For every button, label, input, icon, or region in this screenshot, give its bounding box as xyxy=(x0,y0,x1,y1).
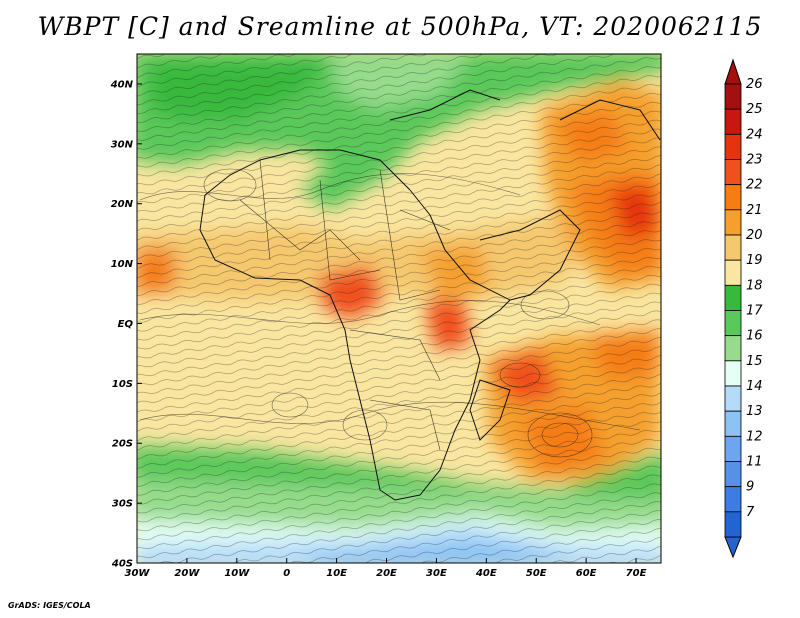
y-tick-label: 20N xyxy=(111,199,134,210)
x-tick-label: 30W xyxy=(125,568,151,579)
y-tick-label: 30S xyxy=(112,499,133,510)
colorbar-swatch xyxy=(724,335,742,362)
colorbar-max-arrow xyxy=(724,58,742,85)
y-tick-label: EQ xyxy=(118,319,134,330)
colorbar-label: 23 xyxy=(746,153,763,168)
colorbar-swatch xyxy=(724,310,742,337)
colorbar-label: 13 xyxy=(746,404,763,419)
grads-credit: GrADS: IGES/COLA xyxy=(8,601,91,610)
colorbar-swatch xyxy=(724,259,742,286)
colorbar-label: 26 xyxy=(746,77,763,92)
colorbar-swatch xyxy=(724,133,742,160)
colorbar-label: 16 xyxy=(746,329,763,344)
x-tick-label: 10W xyxy=(224,568,250,579)
colorbar-swatch xyxy=(724,83,742,110)
colorbar-swatch xyxy=(724,184,742,211)
y-tick-label: 40S xyxy=(111,559,133,570)
x-tick-label: 0 xyxy=(283,568,290,579)
colorbar-swatch xyxy=(724,209,742,236)
map-plot-area: 30W 20W 10W 0 10E 20E 30E 40E 50E 60E 70E 40N 30N 20N… xyxy=(110,53,662,579)
colorbar-swatch xyxy=(724,234,742,261)
colorbar-swatch xyxy=(724,511,742,538)
x-tick-label: 20E xyxy=(376,568,397,579)
colorbar-swatch xyxy=(724,461,742,488)
colorbar-label: 9 xyxy=(746,480,754,495)
x-tick-label: 40E xyxy=(475,568,497,579)
y-tick-label: 30N xyxy=(111,139,134,150)
colorbar-swatch xyxy=(724,385,742,412)
colorbar-label: 25 xyxy=(746,102,763,117)
colorbar-swatch xyxy=(724,108,742,135)
colorbar-label: 15 xyxy=(746,354,763,369)
plot-frame xyxy=(136,53,662,564)
colorbar-min-arrow xyxy=(724,536,742,559)
colorbar-swatch xyxy=(724,486,742,513)
colorbar-swatch xyxy=(724,435,742,462)
x-tick-label: 30E xyxy=(426,568,447,579)
x-tick-label: 70E xyxy=(626,568,647,579)
colorbar-label: 20 xyxy=(746,228,763,243)
y-tick-label: 40N xyxy=(110,79,134,90)
x-tick-label: 20W xyxy=(174,568,200,579)
colorbar-label: 18 xyxy=(746,278,763,293)
y-tick-label: 10S xyxy=(112,379,133,390)
colorbar-label: 17 xyxy=(746,304,763,319)
colorbar-label: 19 xyxy=(746,253,763,268)
colorbar-label: 22 xyxy=(746,178,763,193)
colorbar-label: 7 xyxy=(746,505,755,520)
colorbar-swatch xyxy=(724,410,742,437)
colorbar-label: 12 xyxy=(746,429,763,444)
colorbar-swatch xyxy=(724,159,742,186)
colorbar-label: 21 xyxy=(746,203,763,218)
map-axes: 30W 20W 10W 0 10E 20E 30E 40E 50E 60E 70E 40N 30N 20N… xyxy=(110,79,647,579)
colorbar-label: 11 xyxy=(746,455,763,470)
x-tick-label: 60E xyxy=(576,568,597,579)
x-tick-label: 50E xyxy=(526,568,547,579)
y-tick-label: 20S xyxy=(112,439,133,450)
colorbar-label: 24 xyxy=(746,127,763,142)
y-tick-label: 10N xyxy=(111,259,134,270)
map-title: WBPT [C] and Sreamline at 500hPa, VT: 20… xyxy=(37,12,763,41)
colorbar: 26 25 24 23 22 21 20 19 18 17 16 15 14 13 12 11 9 7 xyxy=(724,58,763,559)
wbpt-shading xyxy=(137,54,661,563)
colorbar-swatch xyxy=(724,360,742,387)
colorbar-swatch xyxy=(724,284,742,311)
x-tick-label: 10E xyxy=(326,568,347,579)
colorbar-label: 14 xyxy=(746,379,763,394)
